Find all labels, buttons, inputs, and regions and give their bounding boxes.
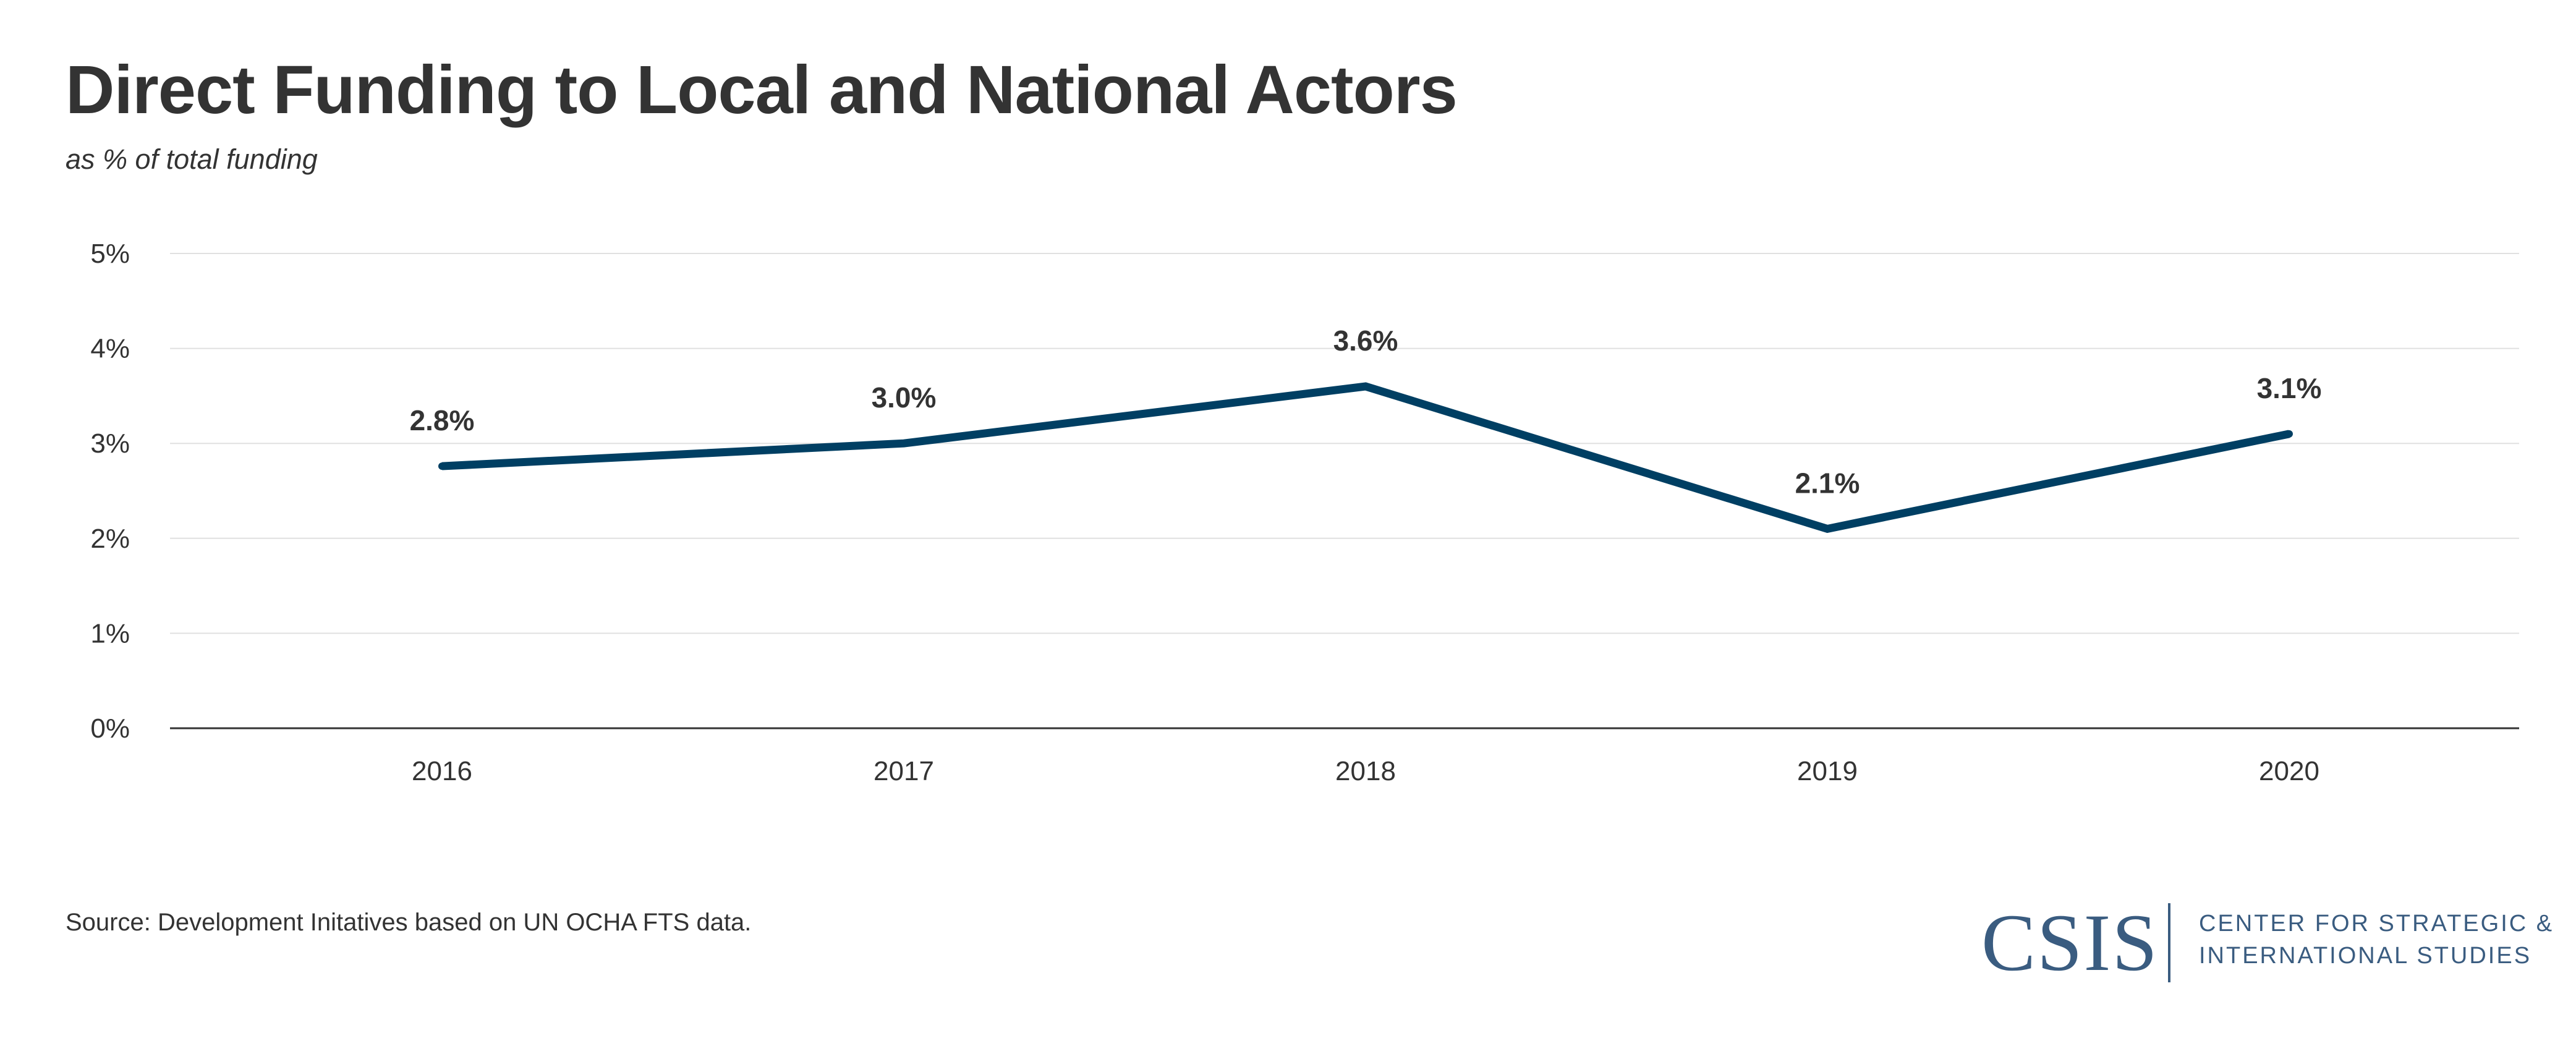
x-tick-label: 2020 — [2259, 756, 2319, 786]
y-tick-label: 1% — [90, 618, 130, 648]
data-point — [900, 440, 908, 448]
x-tick-label: 2016 — [412, 756, 472, 786]
chart-title: Direct Funding to Local and National Act… — [66, 52, 1458, 128]
x-tick-label: 2019 — [1797, 756, 1858, 786]
y-tick-label: 5% — [90, 239, 130, 269]
source-note: Source: Development Initatives based on … — [66, 909, 752, 936]
csis-logo: CSIS CENTER FOR STRATEGIC & INTERNATIONA… — [1981, 897, 2552, 988]
y-tick-label: 3% — [90, 428, 130, 459]
data-point — [438, 462, 446, 470]
data-label: 2.8% — [410, 404, 475, 436]
data-label: 3.6% — [1333, 325, 1398, 357]
data-label: 3.1% — [2257, 372, 2322, 404]
data-point — [1362, 383, 1369, 391]
logo-text-line-1: CENTER FOR STRATEGIC & — [2199, 911, 2554, 937]
logo-mark: CSIS — [1981, 897, 2159, 988]
x-tick-label: 2017 — [874, 756, 934, 786]
y-tick-label: 2% — [90, 524, 130, 554]
y-tick-label: 4% — [90, 334, 130, 364]
data-label: 2.1% — [1795, 467, 1860, 499]
series-line — [441, 382, 2290, 534]
y-tick-label: 0% — [90, 713, 130, 744]
data-label: 3.0% — [872, 381, 937, 414]
x-tick-label: 2018 — [1335, 756, 1396, 786]
chart-subtitle: as % of total funding — [66, 143, 318, 175]
logo-text-line-2: INTERNATIONAL STUDIES — [2199, 943, 2532, 969]
data-point — [1824, 525, 1831, 533]
data-point — [2285, 430, 2293, 438]
logo-divider — [2168, 903, 2170, 982]
